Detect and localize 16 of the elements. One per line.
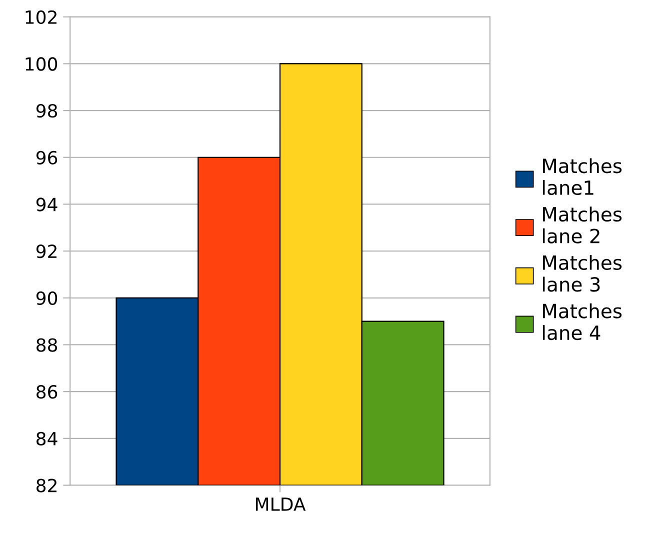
x-tick-label: MLDA bbox=[256, 498, 306, 511]
legend-label: Matches lane 4 bbox=[542, 303, 622, 340]
y-tick-label: 82 bbox=[36, 478, 56, 492]
legend-label: Matches lane 3 bbox=[542, 254, 622, 292]
y-tick-label: 100 bbox=[26, 57, 58, 71]
legend-label: Matches lane 2 bbox=[542, 206, 622, 244]
y-tick-label: 94 bbox=[36, 198, 58, 212]
y-tick-label: 98 bbox=[36, 104, 58, 118]
y-tick-label: 84 bbox=[36, 432, 58, 446]
legend-label: Matches lane1 bbox=[542, 158, 622, 196]
y-tick-label: 86 bbox=[36, 385, 58, 399]
y-tick-label: 88 bbox=[36, 338, 58, 352]
y-tick-label: 102 bbox=[26, 10, 56, 24]
y-tick-label: 96 bbox=[36, 150, 58, 164]
y-tick-label: 92 bbox=[36, 244, 56, 258]
y-tick-label: 90 bbox=[36, 291, 58, 306]
